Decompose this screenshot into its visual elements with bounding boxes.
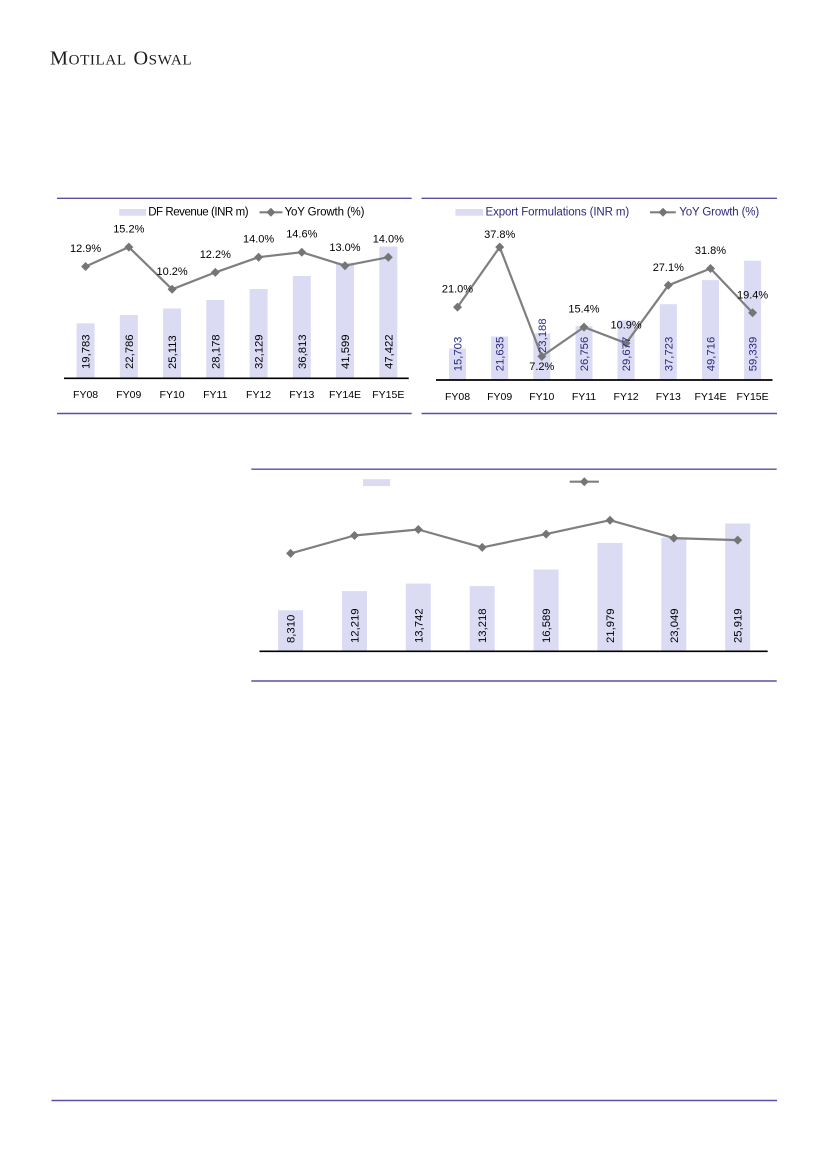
svg-text:25,113: 25,113 (167, 335, 179, 369)
svg-text:FY10: FY10 (529, 391, 554, 403)
svg-text:13.0%: 13.0% (329, 242, 360, 254)
svg-text:15,703: 15,703 (453, 337, 465, 372)
svg-text:14.0%: 14.0% (243, 234, 274, 246)
svg-text:FY12: FY12 (614, 391, 639, 403)
svg-text:MOTILAL OSWAL: MOTILAL OSWAL (50, 48, 192, 70)
svg-text:FY11: FY11 (572, 391, 596, 403)
svg-text:10.2%: 10.2% (156, 266, 187, 278)
svg-text:49,716: 49,716 (706, 337, 718, 372)
svg-text:10.9%: 10.9% (610, 320, 641, 332)
svg-text:36,813: 36,813 (297, 334, 309, 369)
svg-text:FY09: FY09 (487, 391, 512, 403)
svg-text:FY10: FY10 (160, 389, 185, 401)
svg-text:29,677: 29,677 (621, 337, 633, 372)
svg-text:13,218: 13,218 (477, 608, 489, 643)
svg-text:15.4%: 15.4% (568, 304, 599, 316)
svg-text:FY11: FY11 (203, 389, 227, 401)
svg-text:FY09: FY09 (116, 389, 141, 401)
svg-text:8,310: 8,310 (286, 615, 298, 643)
svg-text:FY15E: FY15E (737, 391, 769, 403)
svg-text:Export Formulations (INR m): Export Formulations (INR m) (486, 207, 630, 219)
svg-text:21,635: 21,635 (495, 337, 507, 372)
svg-text:47,422: 47,422 (383, 334, 395, 369)
svg-text:16,589: 16,589 (541, 608, 553, 643)
svg-text:7.2%: 7.2% (529, 361, 554, 373)
svg-text:12.9%: 12.9% (70, 243, 101, 255)
svg-text:19,783: 19,783 (81, 334, 93, 369)
svg-text:FY13: FY13 (289, 389, 314, 401)
svg-text:28,178: 28,178 (210, 334, 222, 369)
svg-text:26,756: 26,756 (579, 337, 591, 372)
svg-text:21.0%: 21.0% (442, 284, 473, 296)
svg-text:YoY Growth (%): YoY Growth (%) (679, 207, 759, 219)
svg-text:59,339: 59,339 (748, 337, 760, 372)
svg-text:FY14E: FY14E (694, 391, 726, 403)
svg-text:14.0%: 14.0% (373, 234, 404, 246)
svg-text:FY15E: FY15E (372, 389, 404, 401)
svg-text:FY12: FY12 (246, 389, 271, 401)
svg-text:FY14E: FY14E (329, 389, 361, 401)
svg-text:14.6%: 14.6% (286, 229, 317, 241)
svg-text:FY13: FY13 (656, 391, 681, 403)
svg-text:12.2%: 12.2% (200, 249, 231, 261)
svg-text:15.2%: 15.2% (113, 224, 144, 236)
svg-text:21,979: 21,979 (605, 608, 617, 643)
svg-text:27.1%: 27.1% (653, 262, 684, 274)
svg-text:DF Revenue (INR m): DF Revenue (INR m) (148, 207, 249, 219)
svg-text:23,049: 23,049 (669, 608, 681, 643)
svg-text:41,599: 41,599 (340, 334, 352, 369)
svg-text:13,742: 13,742 (413, 608, 425, 643)
svg-text:23,188: 23,188 (537, 318, 549, 353)
svg-text:32,129: 32,129 (254, 334, 266, 369)
svg-text:YoY Growth (%): YoY Growth (%) (285, 207, 365, 219)
svg-text:37,723: 37,723 (663, 337, 675, 372)
svg-text:31.8%: 31.8% (695, 245, 726, 257)
svg-text:22,786: 22,786 (124, 334, 136, 369)
svg-text:37.8%: 37.8% (484, 229, 515, 241)
svg-text:25,919: 25,919 (733, 608, 745, 643)
svg-text:12,219: 12,219 (350, 608, 362, 643)
svg-text:FY08: FY08 (445, 391, 470, 403)
svg-text:19.4%: 19.4% (737, 289, 768, 301)
svg-text:FY08: FY08 (73, 389, 98, 401)
